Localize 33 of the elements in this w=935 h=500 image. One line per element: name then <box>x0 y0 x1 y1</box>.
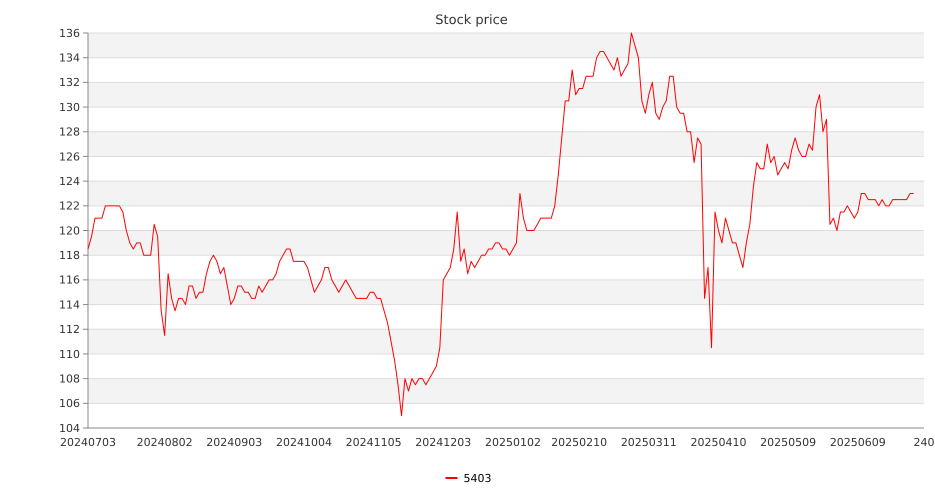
y-tick-label: 124 <box>59 174 80 188</box>
x-tick-label: 20241004 <box>276 436 332 449</box>
chart-title: Stock price <box>435 13 508 28</box>
y-tick-label: 132 <box>59 76 80 90</box>
legend-label: 5403 <box>464 472 492 485</box>
y-tick-label: 114 <box>59 298 80 312</box>
x-tick-label: 20240802 <box>136 436 193 449</box>
y-tick-label: 128 <box>59 126 80 139</box>
x-tick-label: 20250311 <box>620 436 677 449</box>
y-tick-label: 118 <box>59 249 80 262</box>
x-tick-label: 20250609 <box>830 436 886 449</box>
y-tick-label: 122 <box>59 200 80 213</box>
x-tick-label: 20250509 <box>760 436 816 449</box>
x-tick-label: 20241203 <box>415 436 472 449</box>
y-tick-label: 110 <box>59 348 80 361</box>
x-tick-label: 20250410 <box>690 436 746 449</box>
x-tick-label: 20240703 <box>60 436 116 449</box>
y-tick-label: 116 <box>59 274 80 287</box>
x-tick-label: 20250102 <box>484 436 541 449</box>
line-series <box>88 32 914 416</box>
y-tick-label: 134 <box>59 52 80 65</box>
x-tick-label: 20241105 <box>346 436 402 449</box>
x-tick-label: 20240903 <box>206 436 262 449</box>
x-tick-label: 240 <box>914 436 934 449</box>
y-tick-label: 120 <box>59 224 80 238</box>
y-tick-label: 106 <box>59 397 80 410</box>
y-tick-label: 126 <box>59 150 80 164</box>
y-tick-label: 108 <box>59 372 80 386</box>
y-tick-label: 136 <box>59 26 80 40</box>
y-tick-label: 112 <box>59 323 80 336</box>
y-tick-label: 104 <box>59 422 80 435</box>
x-tick-label: 20250210 <box>551 436 608 449</box>
y-tick-label: 130 <box>59 100 80 114</box>
